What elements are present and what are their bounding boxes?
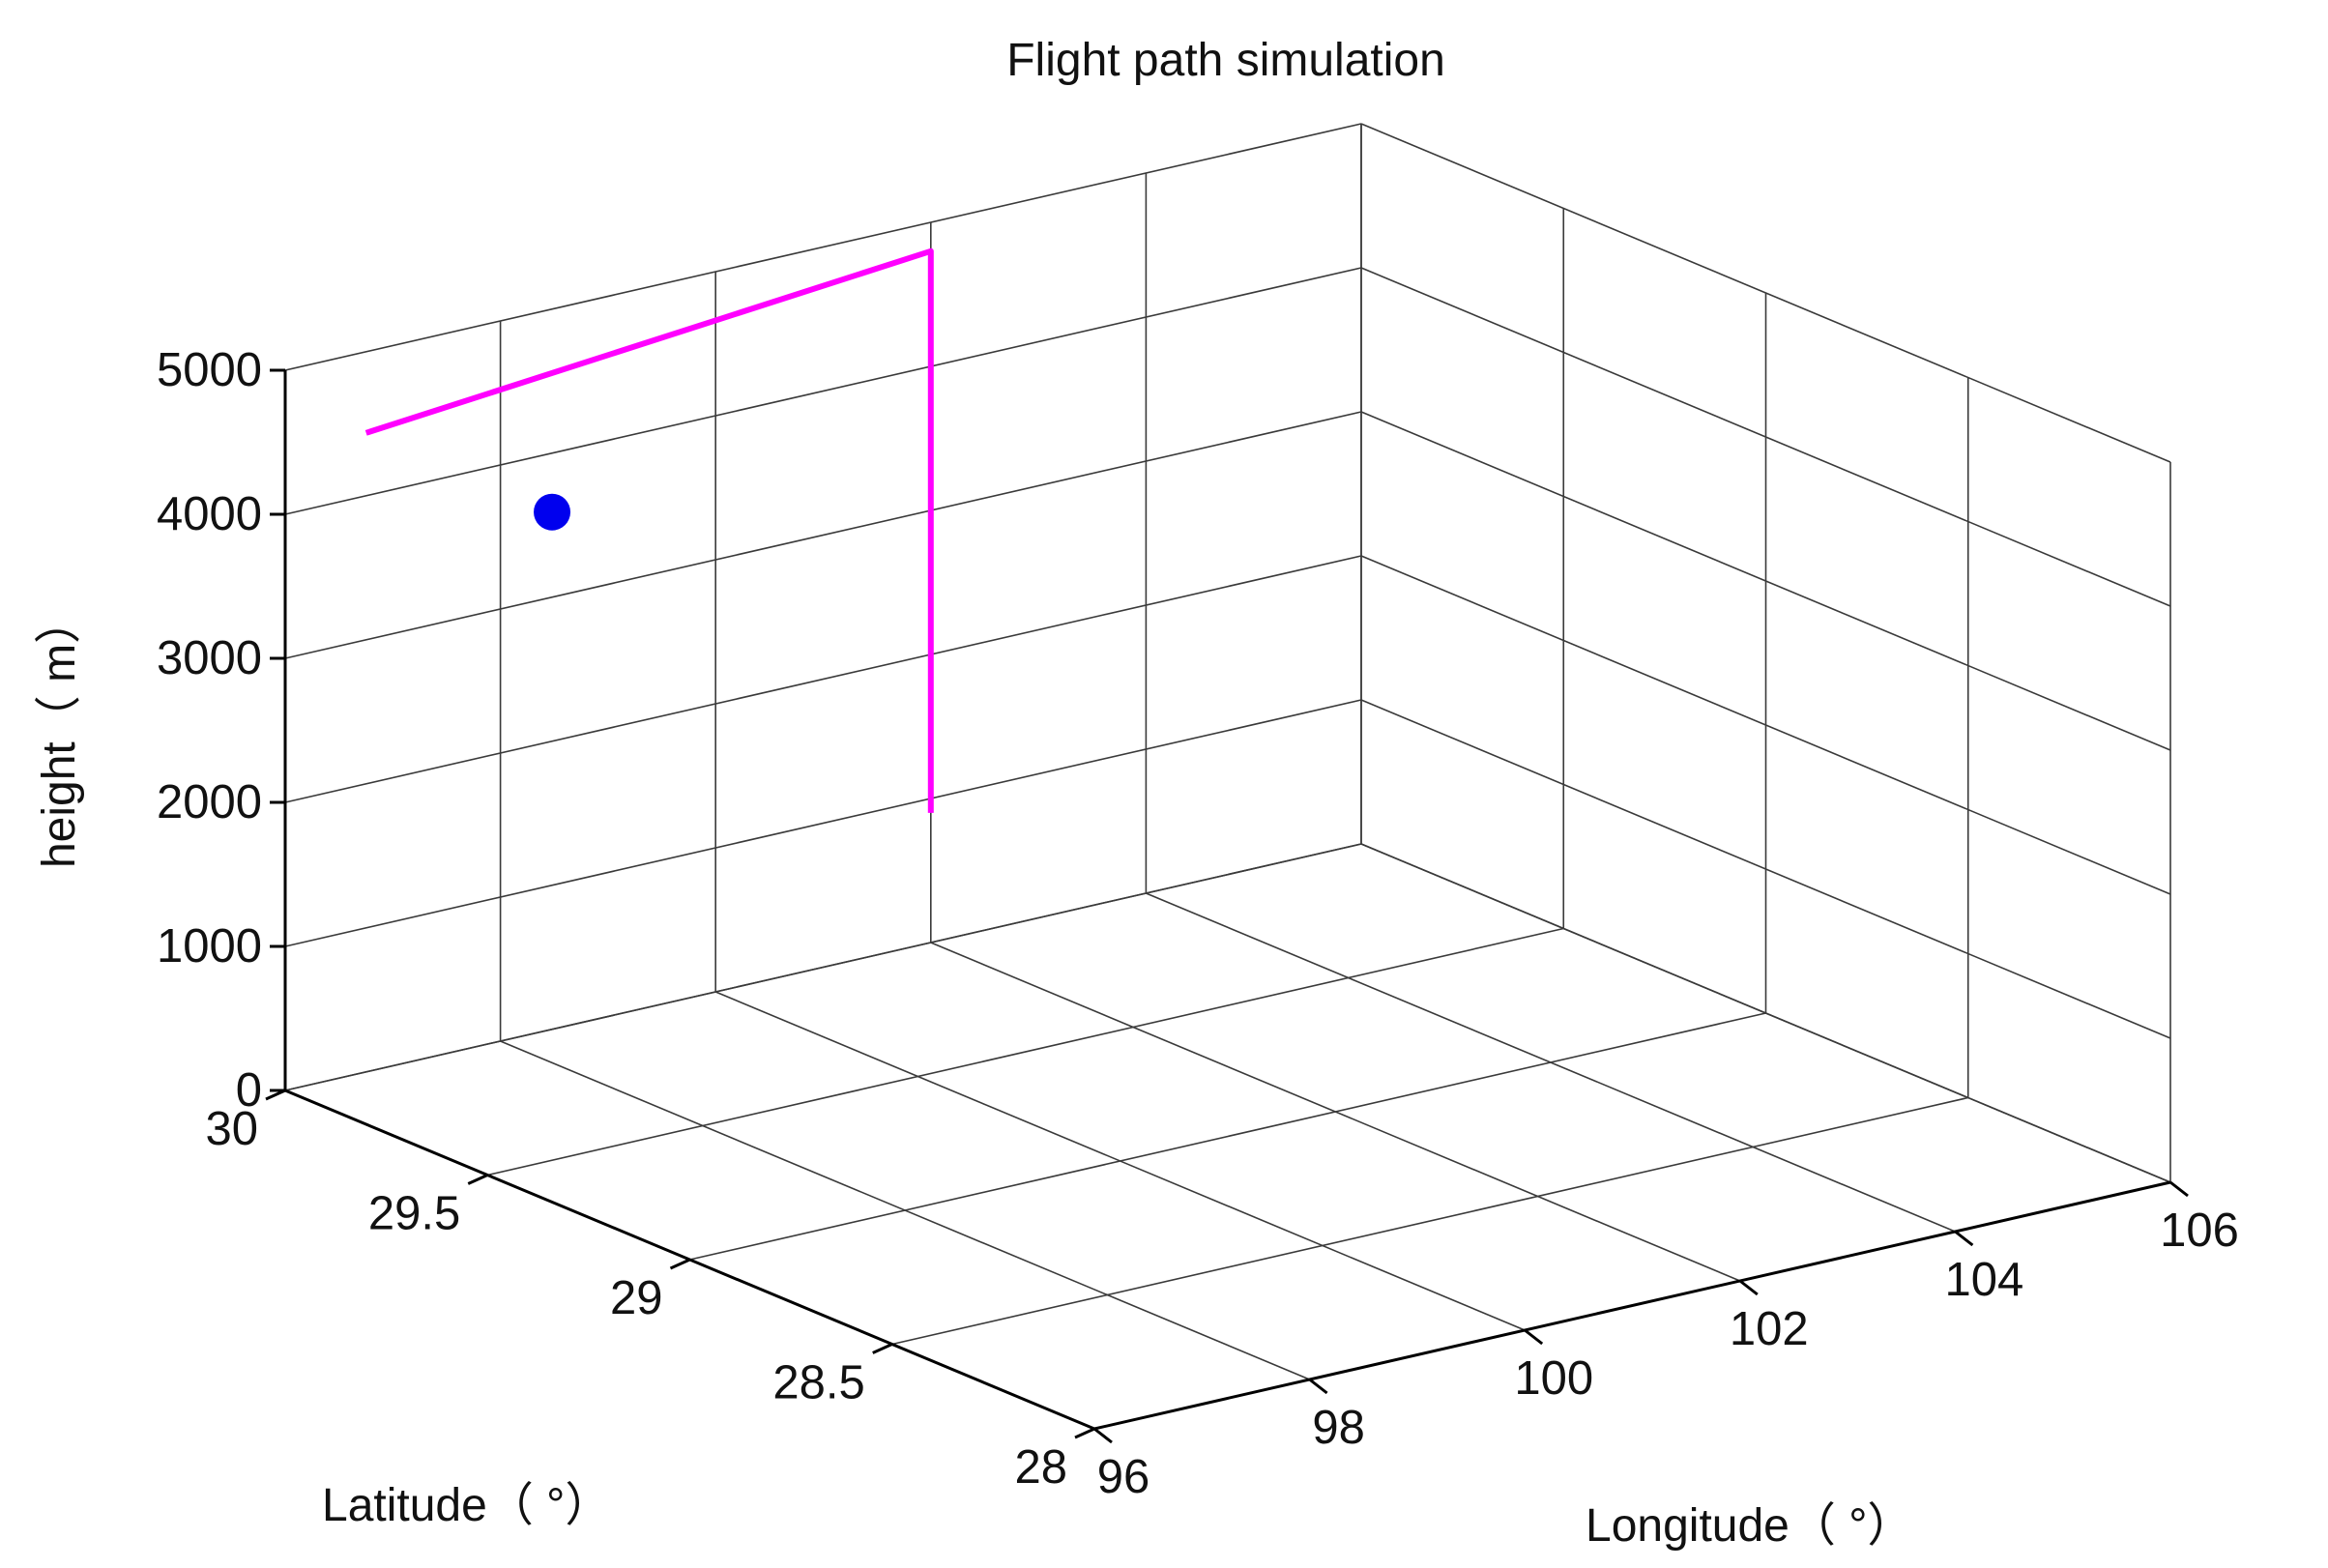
x-tick-mark	[1308, 1378, 1328, 1395]
x-tick-label: 100	[1514, 1352, 1593, 1405]
x-tick-mark	[2169, 1180, 2189, 1198]
grid-line	[1360, 123, 2171, 463]
grid-line	[891, 1096, 1968, 1346]
y-tick-label: 28.5	[772, 1357, 864, 1409]
z-tick-label: 5000	[157, 344, 262, 396]
x-tick-mark	[1524, 1328, 1544, 1346]
data-series	[364, 247, 934, 813]
y-axis-title: Latitude（ °）	[322, 1480, 611, 1531]
y-tick-mark	[669, 1258, 691, 1270]
y-tick-label: 30	[205, 1103, 258, 1155]
x-tick-label: 98	[1312, 1402, 1365, 1454]
grid-line	[1360, 411, 2171, 751]
z-tick-label: 4000	[157, 488, 262, 540]
x-tick-mark	[1954, 1230, 1974, 1247]
grid-line	[284, 411, 1362, 659]
z-tick-label: 1000	[157, 920, 262, 973]
y-tick-label: 29.5	[368, 1188, 460, 1240]
x-tick-label: 96	[1097, 1451, 1150, 1503]
tick-labels: 0 1000 2000 3000 4000 5000 28 28.5 29 29.5 30 96 98 1…	[157, 344, 2239, 1503]
z-tick-label: 0	[236, 1064, 262, 1117]
x-axis-title: Longitude（ °）	[1586, 1500, 1913, 1552]
grid-line	[284, 267, 1362, 515]
x-tick-label: 102	[1730, 1303, 1809, 1355]
x-tick-mark	[1093, 1427, 1113, 1444]
grid-line	[284, 123, 1362, 371]
grid-line	[1360, 555, 2171, 895]
axis-lines	[265, 368, 2189, 1444]
y-tick-label: 28	[1014, 1441, 1067, 1494]
flight-path-line	[364, 247, 934, 813]
grid-line	[689, 1012, 1766, 1261]
y-tick-label: 29	[610, 1272, 663, 1324]
y-tick-mark	[265, 1089, 286, 1101]
y-tick-mark	[872, 1343, 893, 1354]
grid-line	[284, 699, 1362, 947]
grid-line	[487, 927, 1564, 1176]
grid-line	[1360, 843, 2171, 1183]
x-tick-mark	[1738, 1279, 1759, 1296]
grid-lines	[284, 123, 2171, 1430]
y-tick-mark	[1074, 1427, 1095, 1439]
grid-line	[1360, 267, 2171, 607]
grid-line	[284, 843, 1362, 1091]
z-tick-label: 2000	[157, 776, 262, 828]
aircraft-position-marker	[534, 493, 571, 531]
grid-line	[1360, 699, 2171, 1039]
z-tick-label: 3000	[157, 632, 262, 684]
chart-title: Flight path simulation	[1006, 35, 1445, 86]
x-axis-line	[1093, 1180, 2171, 1431]
x-tick-label: 106	[2160, 1205, 2239, 1257]
y-tick-mark	[467, 1174, 488, 1185]
grid-line	[284, 555, 1362, 803]
z-axis-title: height（ m）	[34, 597, 85, 868]
x-tick-label: 104	[1945, 1254, 2024, 1306]
